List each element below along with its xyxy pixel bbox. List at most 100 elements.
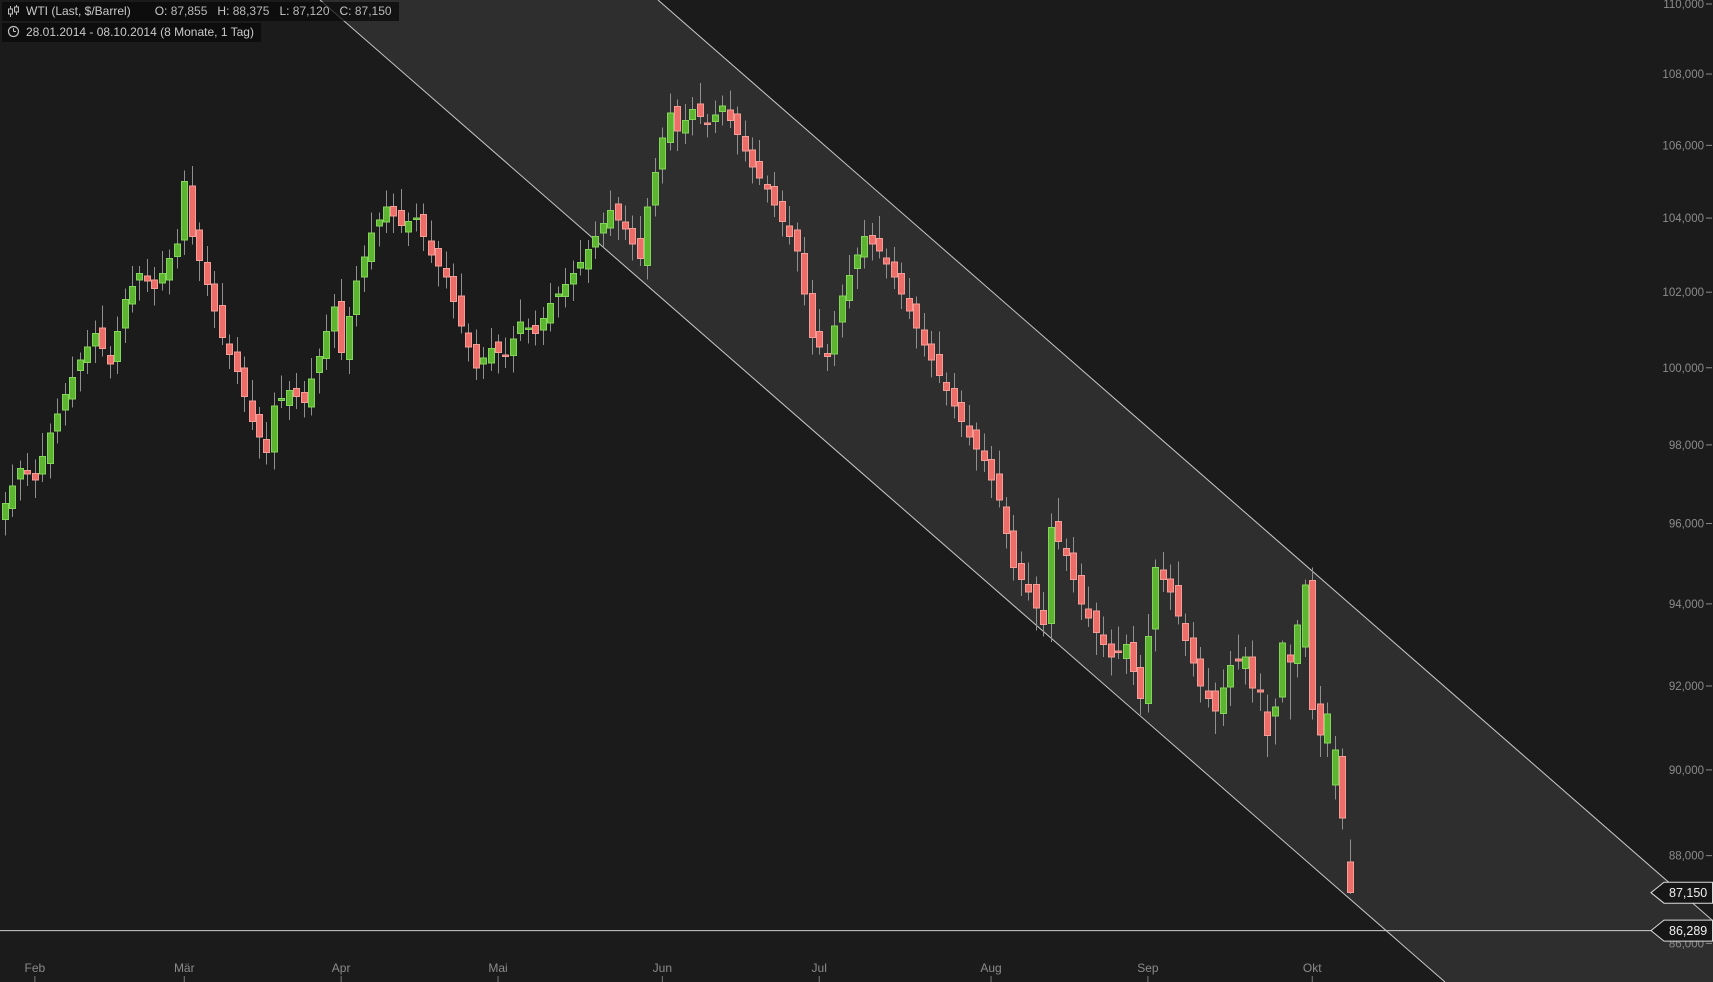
candle xyxy=(1324,702,1331,758)
candle xyxy=(353,266,360,327)
candle-body xyxy=(338,301,345,354)
candle xyxy=(1339,748,1346,830)
candle xyxy=(1302,579,1309,658)
range-row: 28.01.2014 - 08.10.2014 (8 Monate, 1 Tag… xyxy=(2,22,261,42)
candle xyxy=(2,491,9,536)
candle xyxy=(331,294,338,348)
candle-body xyxy=(764,183,771,190)
candle-body xyxy=(854,254,861,270)
candle xyxy=(816,309,823,355)
candle xyxy=(824,344,831,371)
candle xyxy=(727,90,734,129)
candle-body xyxy=(77,359,84,371)
candle-body xyxy=(107,355,114,365)
candle-body xyxy=(390,205,397,217)
candle xyxy=(114,316,121,374)
candle-body xyxy=(1257,689,1264,693)
candle-body xyxy=(450,275,457,303)
candle-body xyxy=(114,331,121,363)
candle xyxy=(293,373,300,409)
candle xyxy=(510,326,517,373)
candle-body xyxy=(278,397,285,401)
ohlc-field-value: 87,150 xyxy=(351,4,392,18)
month-label: Mär xyxy=(174,961,195,975)
candle-body xyxy=(1205,690,1212,699)
candle xyxy=(450,263,457,319)
candle-body xyxy=(913,303,920,329)
candle xyxy=(958,390,965,438)
candle-body xyxy=(1025,583,1032,593)
candle-body xyxy=(988,459,995,481)
candle xyxy=(435,240,442,287)
candle xyxy=(846,254,853,309)
candle xyxy=(869,222,876,261)
candle xyxy=(517,299,524,342)
price-tick-label: 90,000 xyxy=(1669,765,1704,777)
candle xyxy=(1309,567,1316,720)
candle-body xyxy=(301,392,308,403)
candle xyxy=(390,193,397,233)
candle-body xyxy=(159,273,166,284)
candle xyxy=(1279,640,1286,703)
date-range: 28.01.2014 - 08.10.2014 (8 Monate, 1 Tag… xyxy=(26,24,254,39)
candle-body xyxy=(1324,713,1331,744)
candle-body xyxy=(981,450,988,461)
candle xyxy=(876,216,883,259)
candle-body xyxy=(1182,622,1189,642)
candle-body xyxy=(443,267,450,278)
candle xyxy=(39,433,46,483)
candle xyxy=(764,175,771,203)
candle xyxy=(667,93,674,151)
candle-body xyxy=(398,210,405,226)
candle-body xyxy=(615,203,622,221)
candle xyxy=(443,251,450,289)
instrument-row: WTI (Last, $/Barrel) O: 87,855 H: 88,375 L… xyxy=(2,2,399,21)
candle xyxy=(398,188,405,233)
price-tick-label: 98,000 xyxy=(1669,440,1704,452)
candle-body xyxy=(1309,579,1316,711)
candle xyxy=(256,406,263,459)
candle-body xyxy=(480,357,487,365)
price-tag-value: 87,150 xyxy=(1669,886,1707,900)
candle-body xyxy=(219,304,226,338)
candle xyxy=(458,273,465,334)
candle xyxy=(1003,497,1010,549)
candle xyxy=(92,320,99,364)
candle-body xyxy=(1108,643,1115,658)
candle xyxy=(555,286,562,318)
candle-body xyxy=(308,378,315,408)
candle-body xyxy=(84,346,91,363)
candle xyxy=(488,327,495,372)
candle-body xyxy=(891,261,898,278)
candle-body xyxy=(99,327,106,350)
candle-body xyxy=(361,256,368,278)
candle-body xyxy=(204,262,211,286)
candle xyxy=(1018,551,1025,596)
candle-body xyxy=(562,284,569,297)
candle xyxy=(592,221,599,260)
candle xyxy=(62,383,69,426)
candle xyxy=(241,356,248,412)
candle xyxy=(577,240,584,276)
candle xyxy=(226,334,233,369)
candle-body xyxy=(928,343,935,361)
candle-body xyxy=(1033,583,1040,609)
candle-body xyxy=(428,240,435,256)
candle-body xyxy=(839,295,846,323)
candle-body xyxy=(1317,703,1324,736)
candle-body xyxy=(256,414,263,438)
candle xyxy=(742,120,749,162)
candle xyxy=(1108,629,1115,676)
candle xyxy=(637,216,644,267)
candle xyxy=(174,229,181,269)
candle-body xyxy=(54,413,61,432)
candle xyxy=(211,270,218,328)
candle xyxy=(1130,625,1137,685)
candle xyxy=(473,329,480,380)
candle-body xyxy=(674,106,681,132)
time-axis[interactable]: Feb Mär Apr Mai Jun Jul Aug Sep Okt xyxy=(25,961,1323,982)
price-axis[interactable]: 110,000 108,000 106,000 104,000 102,000 100,0… xyxy=(1662,0,1712,950)
candle-body xyxy=(809,292,816,338)
